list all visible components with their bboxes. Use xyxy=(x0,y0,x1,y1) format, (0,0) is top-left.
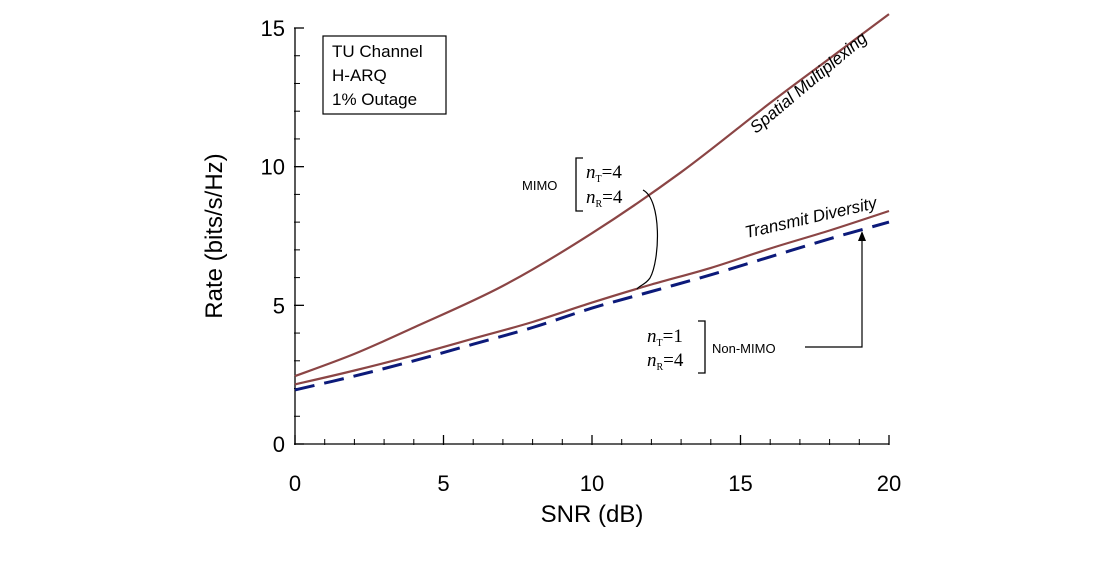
mimo-annotation: MIMO nT=4 nR=4 xyxy=(522,157,659,290)
mimo-label: MIMO xyxy=(522,178,557,193)
x-tick-label: 20 xyxy=(877,471,901,496)
series-line-spatial-multiplexing xyxy=(294,13,890,378)
mimo-brace-connector xyxy=(636,189,659,290)
series-lines xyxy=(294,13,890,392)
y-tick-label: 0 xyxy=(273,432,285,457)
legend-frame xyxy=(322,35,447,115)
series-line-non-mimo xyxy=(294,220,890,392)
series-line-transmit-diversity xyxy=(294,209,890,386)
x-axis-ticks: 0 5 10 15 20 xyxy=(289,435,901,496)
non-mimo-nr-value: =4 xyxy=(663,350,684,371)
condition-legend-box: TU Channel H-ARQ 1% Outage xyxy=(322,35,447,115)
non-mimo-nr-subscript: R xyxy=(657,362,664,373)
legend-line-channel: TU Channel xyxy=(332,42,423,61)
x-tick-label: 10 xyxy=(580,471,604,496)
legend-line-outage: 1% Outage xyxy=(332,90,417,109)
non-mimo-nt-symbol: n xyxy=(647,326,657,347)
y-axis-label: Rate (bits/s/Hz) xyxy=(201,153,228,318)
legend-line-harq: H-ARQ xyxy=(332,66,387,85)
non-mimo-nr-symbol: n xyxy=(647,350,657,371)
non-mimo-nt-subscript: T xyxy=(657,338,663,349)
non-mimo-annotation: nT=1 nR=4 Non-MIMO xyxy=(647,231,866,374)
x-tick-label: 5 xyxy=(437,471,449,496)
mimo-nt-value: =4 xyxy=(602,162,623,183)
x-tick-label: 15 xyxy=(728,471,752,496)
x-tick-label: 0 xyxy=(289,471,301,496)
x-axis-label: SNR (dB) xyxy=(541,501,644,528)
non-mimo-pointer xyxy=(805,238,863,348)
y-axis-ticks: 0 5 10 15 xyxy=(261,16,304,457)
non-mimo-nt-value: =1 xyxy=(663,326,683,347)
non-mimo-label: Non-MIMO xyxy=(712,341,776,356)
non-mimo-arrowhead xyxy=(858,231,866,241)
mimo-nr-value: =4 xyxy=(602,187,623,208)
spatial-multiplexing-label: Spatial Multiplexing xyxy=(746,28,871,137)
mimo-nr-subscript: R xyxy=(596,199,603,210)
non-mimo-bracket xyxy=(698,320,706,374)
non-mimo-nr: nR=4 xyxy=(647,350,684,373)
y-tick-label: 5 xyxy=(273,293,285,318)
mimo-bracket xyxy=(575,157,583,212)
mimo-nt-subscript: T xyxy=(596,174,602,185)
mimo-nt-symbol: n xyxy=(586,162,596,183)
mimo-nr-symbol: n xyxy=(586,187,596,208)
transmit-diversity-label: Transmit Diversity xyxy=(743,193,880,242)
y-tick-label: 15 xyxy=(261,16,285,41)
mimo-nr: nR=4 xyxy=(586,187,623,210)
y-tick-label: 10 xyxy=(261,155,285,180)
mimo-nt: nT=4 xyxy=(586,162,622,185)
non-mimo-nt: nT=1 xyxy=(647,326,683,349)
